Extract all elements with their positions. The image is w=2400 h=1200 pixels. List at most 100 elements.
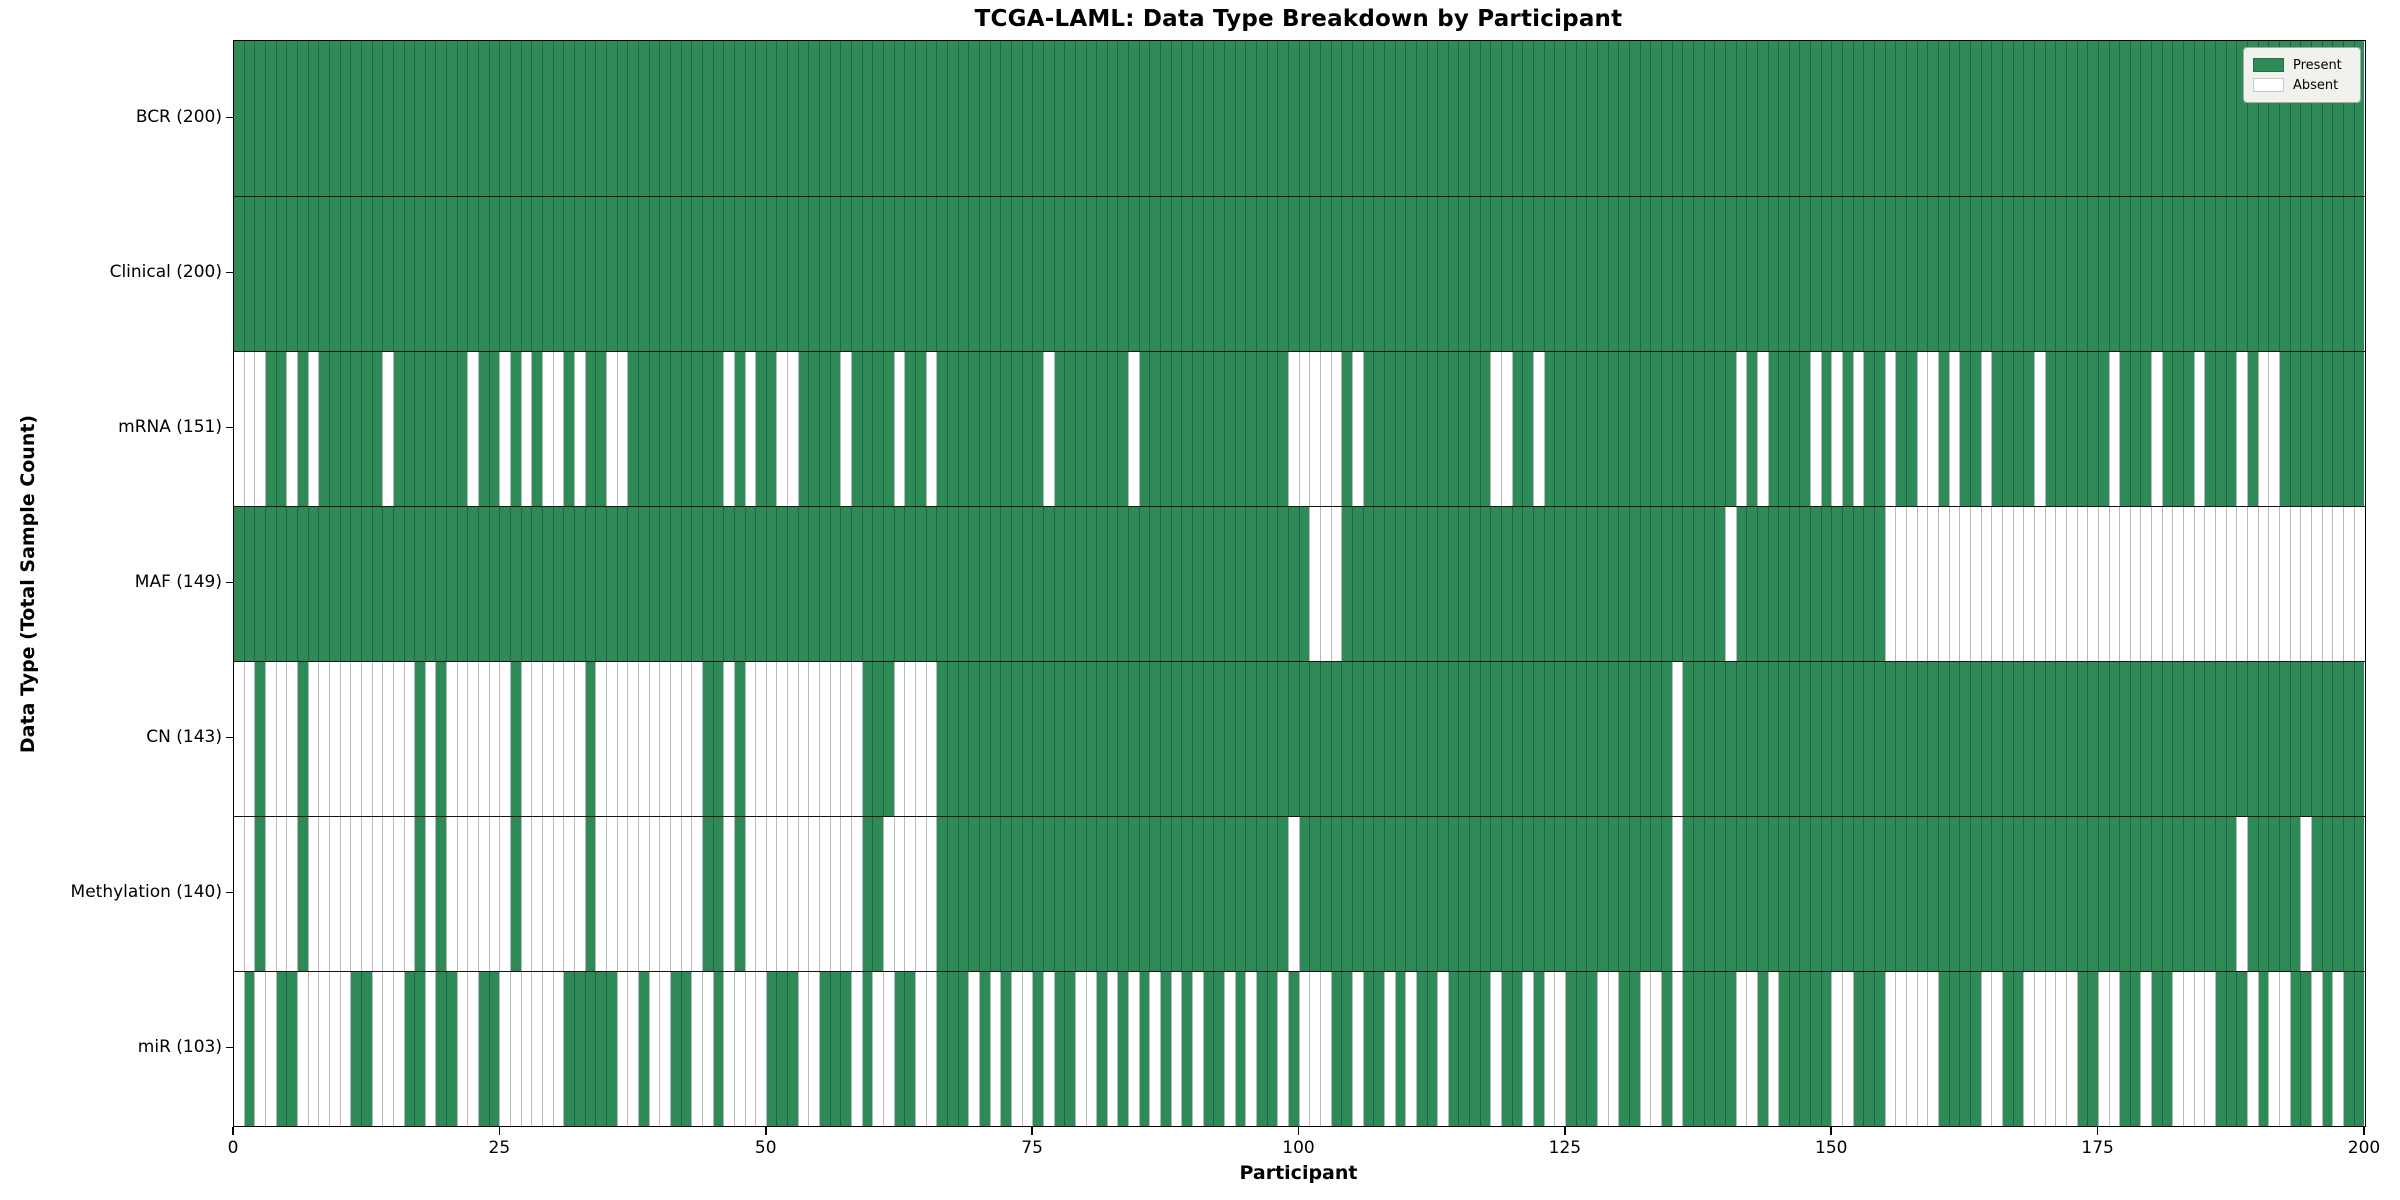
- x-tick-label-75: 75: [1021, 1138, 1043, 1158]
- heatmap-cell: [2215, 972, 2226, 1126]
- heatmap-cell: [851, 662, 862, 816]
- heatmap-cell: [1756, 817, 1768, 971]
- heatmap-cell: [893, 41, 905, 196]
- heatmap-cell: [1682, 197, 1693, 351]
- legend-absent-swatch-icon: [2253, 78, 2284, 92]
- heatmap-cell: [1224, 662, 1235, 816]
- heatmap-cell: [2044, 662, 2056, 816]
- heatmap-cell: [1383, 197, 1395, 351]
- heatmap-cell: [1660, 507, 1672, 661]
- heatmap-cell: [1160, 972, 1171, 1126]
- heatmap-cell: [392, 507, 404, 661]
- heatmap-cell: [1192, 662, 1203, 816]
- heatmap-cell: [318, 197, 329, 351]
- heatmap-cell: [2151, 662, 2162, 816]
- heatmap-cell: [1980, 972, 1992, 1126]
- heatmap-cell: [1106, 507, 1118, 661]
- heatmap-cell: [2225, 507, 2237, 661]
- heatmap-cell: [2065, 352, 2077, 506]
- heatmap-cell: [286, 817, 297, 971]
- heatmap-cell: [1607, 662, 1619, 816]
- heatmap-cell: [1224, 817, 1235, 971]
- heatmap-cell: [520, 972, 532, 1126]
- heatmap-cell: [2023, 197, 2034, 351]
- heatmap-cell: [1714, 197, 1725, 351]
- heatmap-cell: [1213, 972, 1225, 1126]
- heatmap-cell: [296, 817, 308, 971]
- heatmap-cell: [1096, 817, 1107, 971]
- heatmap-cell: [1309, 662, 1320, 816]
- heatmap-cell: [1863, 352, 1875, 506]
- heatmap-row-MAF: [234, 506, 2365, 661]
- heatmap-cell: [1202, 662, 1214, 816]
- heatmap-cell: [2289, 972, 2301, 1126]
- heatmap-cell: [1149, 817, 1161, 971]
- heatmap-cell: [669, 972, 681, 1126]
- heatmap-cell: [1192, 41, 1203, 196]
- heatmap-cell: [946, 197, 958, 351]
- heatmap-cell: [968, 41, 979, 196]
- heatmap-cell: [808, 507, 820, 661]
- heatmap-cell: [1938, 197, 1949, 351]
- heatmap-cell: [1128, 662, 1139, 816]
- heatmap-cell: [2279, 352, 2290, 506]
- heatmap-cell: [2321, 817, 2333, 971]
- heatmap-cell: [755, 817, 766, 971]
- heatmap-cell: [1138, 352, 1150, 506]
- heatmap-cell: [1948, 197, 1960, 351]
- heatmap-cell: [2119, 507, 2130, 661]
- heatmap-cell: [2119, 41, 2130, 196]
- heatmap-cell: [1053, 352, 1065, 506]
- heatmap-cell: [2310, 662, 2322, 816]
- heatmap-cell: [1405, 662, 1416, 816]
- heatmap-cell: [1906, 662, 1917, 816]
- heatmap-cell: [669, 352, 681, 506]
- heatmap-cell: [2289, 817, 2301, 971]
- heatmap-cell: [2108, 197, 2120, 351]
- heatmap-cell: [1309, 197, 1320, 351]
- heatmap-cell: [2289, 352, 2301, 506]
- heatmap-cell: [1287, 817, 1299, 971]
- heatmap-cell: [1394, 817, 1406, 971]
- heatmap-cell: [2342, 41, 2354, 196]
- heatmap-cell: [616, 507, 628, 661]
- heatmap-cell: [1362, 352, 1374, 506]
- heatmap-cell: [2172, 41, 2184, 196]
- y-tick-label-BCR: BCR (200): [135, 107, 222, 127]
- heatmap-cell: [531, 41, 543, 196]
- heatmap-cell: [1756, 41, 1768, 196]
- heatmap-cell: [1543, 41, 1555, 196]
- heatmap-cell: [371, 197, 383, 351]
- heatmap-cell: [904, 662, 915, 816]
- heatmap-cell: [1096, 972, 1107, 1126]
- heatmap-cell: [2087, 817, 2098, 971]
- heatmap-cell: [499, 817, 511, 971]
- heatmap-cell: [1746, 352, 1757, 506]
- heatmap-cell: [2023, 41, 2034, 196]
- heatmap-cell: [2321, 352, 2333, 506]
- heatmap-cell: [2129, 41, 2141, 196]
- heatmap-cell: [2172, 507, 2184, 661]
- heatmap-cell: [776, 972, 788, 1126]
- heatmap-cell: [1309, 817, 1320, 971]
- heatmap-cell: [1277, 662, 1288, 816]
- heatmap-cell: [1511, 197, 1523, 351]
- heatmap-cell: [1906, 41, 1917, 196]
- heatmap-cell: [1032, 197, 1043, 351]
- heatmap-cell: [1916, 662, 1928, 816]
- heatmap-cell: [584, 817, 596, 971]
- heatmap-cell: [1426, 507, 1438, 661]
- heatmap-cell: [2289, 41, 2301, 196]
- y-tick-label-mRNA: mRNA (151): [118, 417, 222, 437]
- heatmap-cell: [1000, 972, 1011, 1126]
- legend-entry-absent: Absent: [2253, 75, 2351, 95]
- heatmap-cell: [2268, 507, 2279, 661]
- heatmap-cell: [1287, 197, 1299, 351]
- heatmap-row-BCR: [234, 41, 2365, 196]
- heatmap-cell: [1948, 41, 1960, 196]
- heatmap-cell: [328, 972, 340, 1126]
- heatmap-cell: [2268, 817, 2279, 971]
- heatmap-cell: [1298, 507, 1310, 661]
- heatmap-cell: [648, 507, 660, 661]
- heatmap-cell: [1234, 817, 1246, 971]
